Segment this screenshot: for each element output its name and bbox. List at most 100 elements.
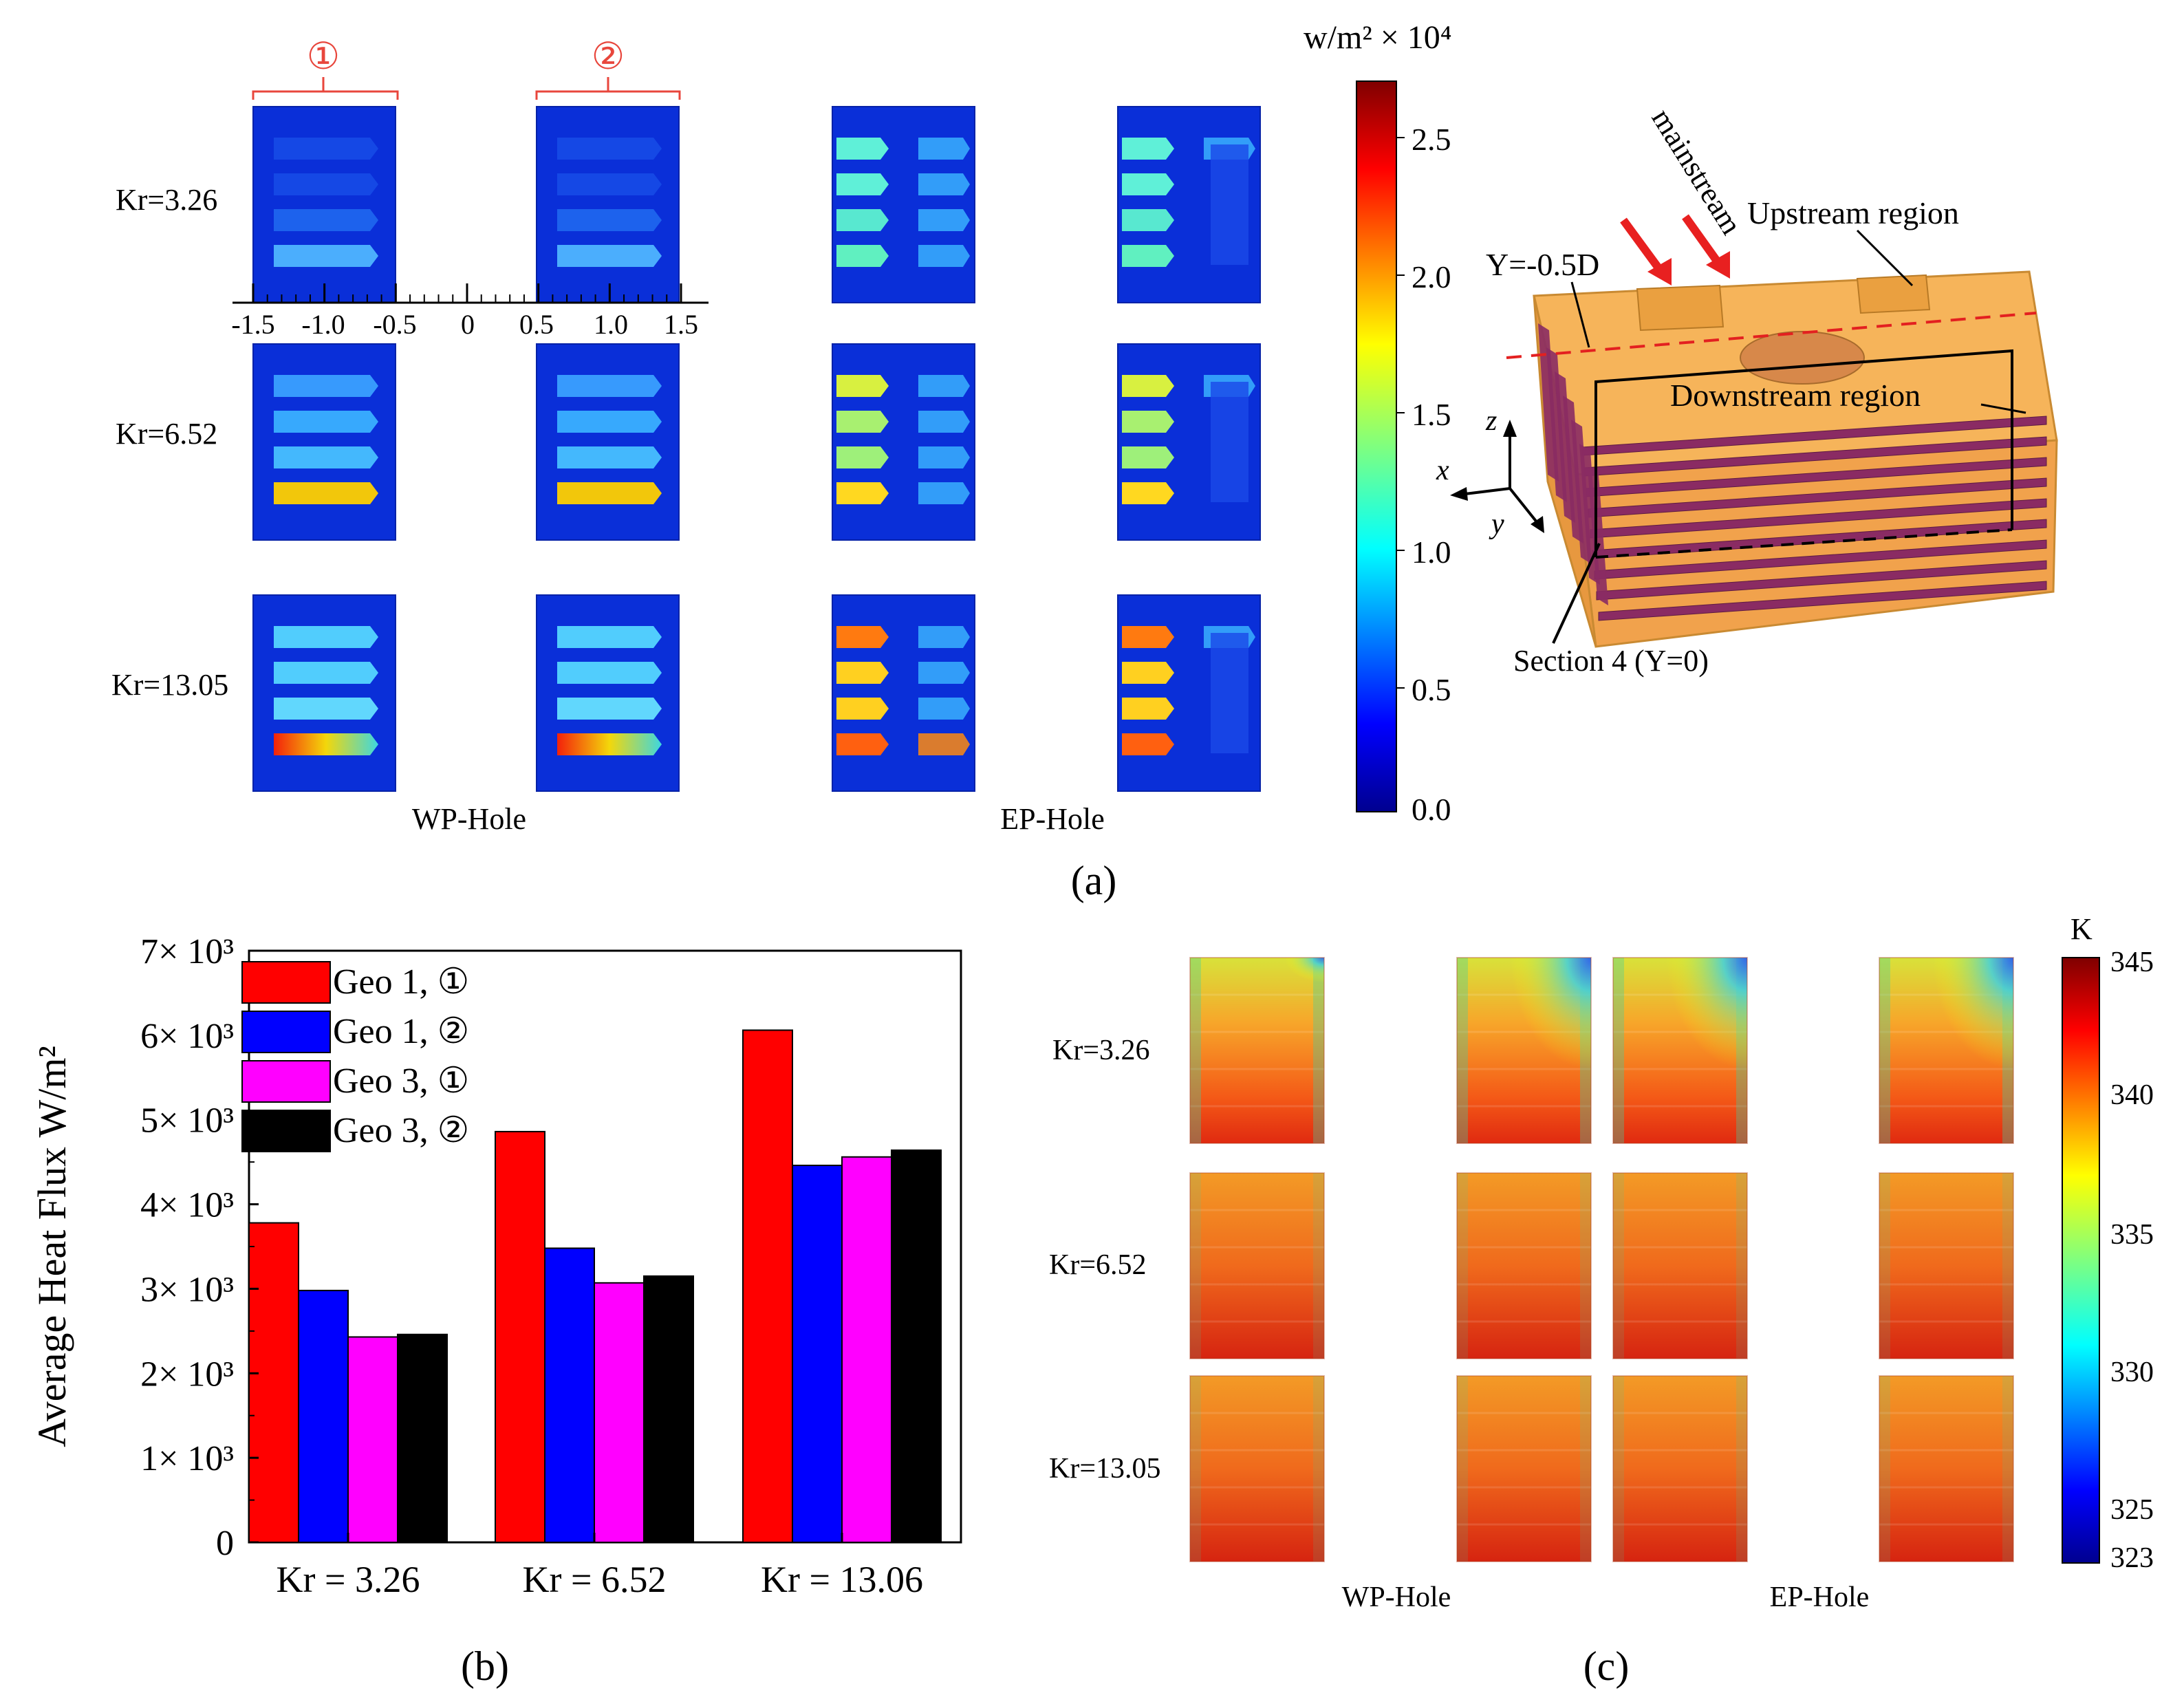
temperature-tile	[1612, 1375, 1748, 1562]
temperature-edge	[1879, 1173, 1890, 1359]
chart-legend: Geo 1, ① Geo 1, ② Geo 3, ① Geo 3, ②	[241, 961, 469, 1152]
colorbar-a-tick-label: 2.0	[1412, 259, 1451, 294]
mainstream-arrow	[1682, 214, 1723, 268]
temperature-cool-corner	[1457, 958, 1591, 1143]
temperature-tile-background	[1190, 1376, 1324, 1562]
y-line-label: Y=-0.5D	[1486, 247, 1599, 282]
legend-swatch	[241, 1110, 331, 1152]
heatflux-strip	[918, 173, 970, 195]
bar-2-3	[891, 1149, 942, 1543]
bar-0-1	[298, 1289, 349, 1544]
axis-tick-label: -0.5	[373, 309, 416, 340]
colorbar-c-tick-label: 325	[2110, 1494, 2154, 1526]
heatflux-strip	[274, 209, 378, 231]
mainstream-label: mainstream	[1645, 103, 1749, 240]
heatflux-tile	[1117, 106, 1261, 303]
heatflux-tile-background	[832, 106, 975, 303]
heatflux-strip	[836, 662, 889, 684]
downstream-label: Downstream region	[1670, 378, 1921, 413]
colorbar-c-tick-label: 345	[2110, 947, 2154, 978]
bracket-2	[535, 90, 681, 100]
heatflux-tile	[832, 106, 975, 303]
heatflux-strip	[836, 482, 889, 504]
heatflux-tile-background	[252, 594, 396, 792]
heatflux-tile-background	[832, 594, 975, 792]
heatflux-strip	[1122, 733, 1174, 755]
temperature-tile-border	[1189, 1172, 1325, 1359]
heatflux-strip	[1122, 482, 1174, 504]
heatflux-tile	[536, 106, 680, 303]
row-label-kr-3-26: Kr=3.26	[116, 183, 217, 217]
temperature-tile	[1189, 1375, 1325, 1562]
temperature-tile-border	[1879, 1172, 2014, 1359]
heatflux-strip	[836, 375, 889, 397]
heatflux-tile	[832, 343, 975, 541]
colorbar-a-tick-label: 2.5	[1412, 122, 1451, 157]
group-label-wp-hole: WP-Hole	[1342, 1582, 1451, 1613]
heatflux-strip	[557, 375, 662, 397]
temperature-tile-border	[1612, 957, 1748, 1144]
heatflux-tile	[1117, 594, 1261, 792]
heatflux-strip	[557, 482, 662, 504]
temperature-tile-border	[1456, 957, 1592, 1144]
section-leader	[1552, 543, 1601, 644]
heatflux-strip	[274, 138, 378, 160]
heatflux-contours	[252, 106, 1261, 792]
temperature-tile-background	[1879, 1376, 2013, 1562]
heatflux-strip	[1122, 446, 1174, 468]
heatflux-strip	[918, 626, 970, 648]
heatflux-strip	[274, 411, 378, 433]
heatflux-strip	[836, 411, 889, 433]
bar-1-3	[643, 1275, 694, 1543]
heatflux-strip	[1122, 375, 1174, 397]
chart-bars	[248, 1029, 942, 1544]
row-label-kr-6-52: Kr=6.52	[116, 417, 217, 451]
bar-1-2	[594, 1282, 645, 1544]
axis-y-label: y	[1489, 508, 1504, 540]
heatflux-tile	[832, 594, 975, 792]
heatflux-strip	[557, 173, 662, 195]
colorbar-c-tick-label: 340	[2110, 1079, 2154, 1111]
bar-0-0	[248, 1222, 299, 1543]
bar-1-0	[495, 1130, 545, 1543]
upstream-label: Upstream region	[1747, 195, 1959, 230]
axis-x-arrow	[1464, 487, 1511, 495]
heatflux-strip	[918, 245, 970, 267]
bar-2-2	[841, 1156, 892, 1544]
heatflux-strip	[274, 733, 378, 755]
heatflux-strip	[918, 698, 970, 720]
temperature-edge	[1736, 1173, 1747, 1359]
temperature-tile-background	[1613, 1376, 1747, 1562]
temperature-edge	[1190, 1173, 1201, 1359]
temperature-edge	[1313, 958, 1324, 1143]
x-tick-label: Kr = 3.26	[277, 1559, 420, 1600]
temperature-edge	[1580, 1376, 1591, 1562]
heatflux-strip	[918, 446, 970, 468]
downstream-leader	[1980, 403, 2026, 414]
colorbar-a	[1356, 80, 1397, 812]
temperature-edge	[1580, 1173, 1591, 1359]
bar-1-1	[544, 1247, 595, 1543]
axis-tick-label: -1.0	[301, 309, 345, 340]
upstream-leader	[1856, 229, 1914, 287]
heatflux-strip	[274, 245, 378, 267]
heatflux-strip	[918, 209, 970, 231]
schematic-block	[1856, 274, 1931, 314]
y-tick-label: 7× 10³	[140, 932, 234, 971]
heatflux-strip	[274, 173, 378, 195]
temperature-edge	[1457, 1173, 1468, 1359]
y-tick-label: 5× 10³	[140, 1101, 234, 1141]
chart-x-axis: Kr = 3.26 Kr = 6.52 Kr = 13.06	[277, 1533, 923, 1600]
chart-y-axis: 0 1× 10³ 2× 10³ 3× 10³ 4× 10³ 5× 10³ 6× 10³ 7× …	[140, 932, 259, 1563]
heatflux-strip	[274, 698, 378, 720]
position-axis: -1.5 -1.0 -0.5 0 0.5 1.0 1.5	[231, 283, 709, 340]
temperature-tile-background	[1457, 1376, 1591, 1562]
temperature-tile	[1189, 1172, 1325, 1359]
temperature-tile-border	[1456, 1172, 1592, 1359]
heatflux-strip	[557, 662, 662, 684]
mainstream-arrowhead	[1706, 251, 1730, 279]
heatflux-tile-background	[536, 343, 680, 541]
row-label-kr-13-05: Kr=13.05	[111, 668, 228, 702]
heatflux-strip	[557, 138, 662, 160]
